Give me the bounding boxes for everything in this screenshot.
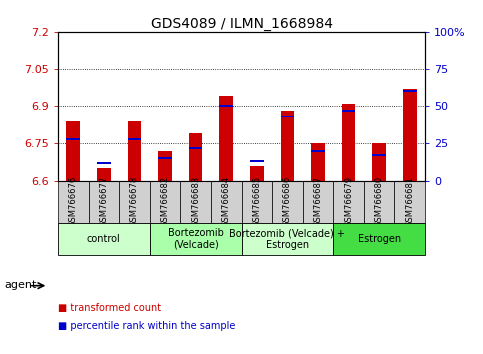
Bar <box>311 150 325 152</box>
Bar <box>341 110 355 112</box>
Text: agent: agent <box>5 280 37 290</box>
Text: GSM766678: GSM766678 <box>130 176 139 227</box>
Bar <box>403 89 417 181</box>
Bar <box>150 181 180 223</box>
Bar <box>333 223 425 255</box>
Bar <box>372 154 386 156</box>
Bar <box>281 116 294 118</box>
Text: GSM766681: GSM766681 <box>405 176 414 227</box>
Bar <box>211 181 242 223</box>
Text: GSM766676: GSM766676 <box>69 176 78 227</box>
Text: GSM766686: GSM766686 <box>283 176 292 227</box>
Bar <box>281 111 294 181</box>
Bar <box>341 104 355 181</box>
Bar <box>97 168 111 181</box>
Bar <box>250 166 264 181</box>
Bar <box>219 96 233 181</box>
Text: GSM766682: GSM766682 <box>160 176 170 227</box>
Bar <box>88 181 119 223</box>
Bar <box>189 147 202 149</box>
Bar <box>128 121 142 181</box>
Bar <box>272 181 303 223</box>
Text: GSM766683: GSM766683 <box>191 176 200 227</box>
Bar <box>189 133 202 181</box>
Text: GSM766680: GSM766680 <box>375 176 384 227</box>
Bar <box>372 143 386 181</box>
Text: control: control <box>87 234 121 244</box>
Text: Bortezomib
(Velcade): Bortezomib (Velcade) <box>168 228 224 250</box>
Bar <box>242 223 333 255</box>
Bar <box>250 160 264 162</box>
Text: GSM766687: GSM766687 <box>313 176 323 227</box>
Bar <box>180 181 211 223</box>
Text: Bortezomib (Velcade) +
Estrogen: Bortezomib (Velcade) + Estrogen <box>229 228 345 250</box>
Bar <box>242 181 272 223</box>
Text: Estrogen: Estrogen <box>357 234 401 244</box>
Bar <box>158 158 172 159</box>
Bar <box>158 151 172 181</box>
Text: GSM766677: GSM766677 <box>99 176 108 227</box>
Bar <box>66 121 80 181</box>
Bar <box>303 181 333 223</box>
Bar <box>219 105 233 107</box>
Bar <box>66 138 80 140</box>
Bar <box>395 181 425 223</box>
Bar <box>333 181 364 223</box>
Bar <box>150 223 242 255</box>
Bar <box>403 91 417 92</box>
Bar <box>97 162 111 164</box>
Text: GSM766679: GSM766679 <box>344 176 353 227</box>
Bar <box>58 223 150 255</box>
Bar <box>311 143 325 181</box>
Bar <box>364 181 395 223</box>
Text: ■ transformed count: ■ transformed count <box>58 303 161 313</box>
Bar <box>58 181 88 223</box>
Text: GSM766685: GSM766685 <box>252 176 261 227</box>
Bar <box>128 138 142 140</box>
Text: ■ percentile rank within the sample: ■ percentile rank within the sample <box>58 321 235 331</box>
Title: GDS4089 / ILMN_1668984: GDS4089 / ILMN_1668984 <box>151 17 332 31</box>
Text: GSM766684: GSM766684 <box>222 176 231 227</box>
Bar <box>119 181 150 223</box>
